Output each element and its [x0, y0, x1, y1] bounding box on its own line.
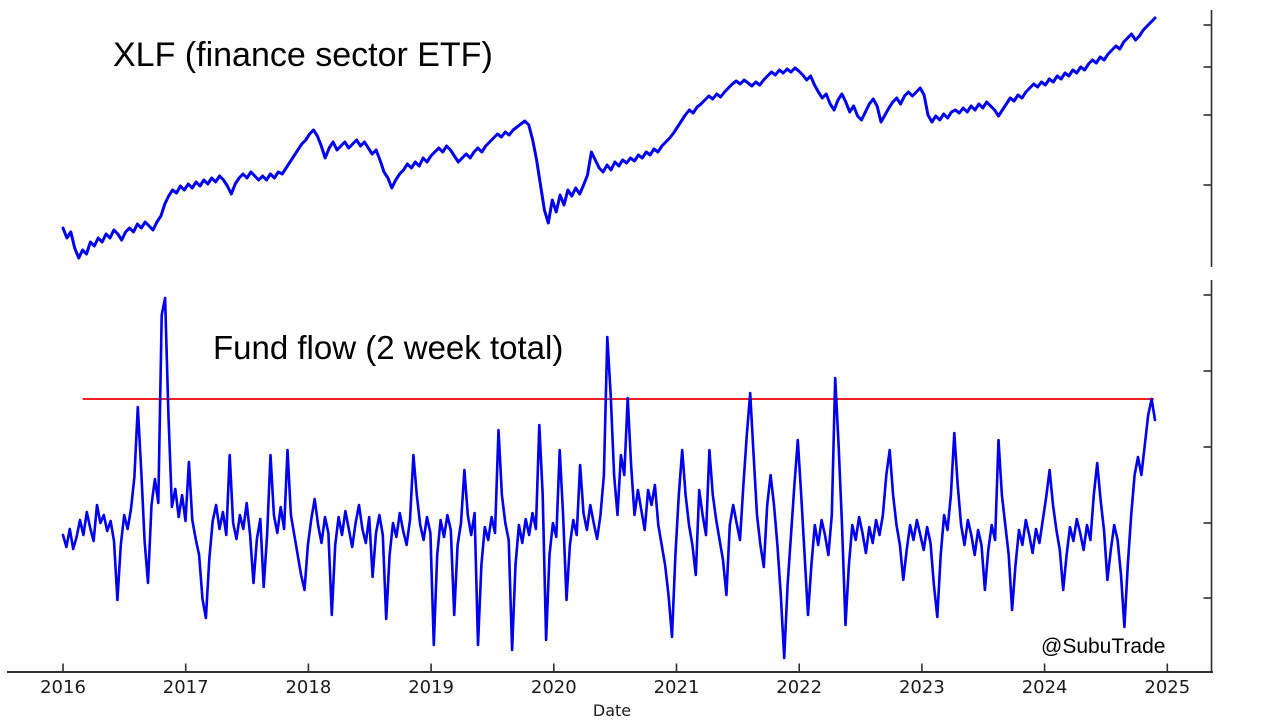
fund-flow-line [61, 296, 1157, 660]
x-axis-label: Date [592, 701, 632, 720]
x-tick-label-2020: 2020 [530, 677, 577, 698]
x-tick-label-2021: 2021 [653, 677, 700, 698]
x-tick-label-2025: 2025 [1144, 677, 1191, 698]
bottom-chart-title: Fund flow (2 week total) [213, 329, 564, 366]
x-tick-label-2022: 2022 [776, 677, 823, 698]
x-tick-label-2023: 2023 [898, 677, 945, 698]
x-tick-label-2016: 2016 [40, 677, 86, 698]
x-tick-label-2018: 2018 [285, 677, 332, 698]
xlf-price-line [61, 16, 1157, 260]
top-chart-title: XLF (finance sector ETF) [113, 36, 493, 74]
watermark: @SubuTrade [1041, 635, 1166, 658]
x-tick-label-2024: 2024 [1021, 677, 1068, 698]
x-tick-label-2019: 2019 [408, 677, 454, 698]
x-tick-label-2017: 2017 [162, 677, 209, 698]
